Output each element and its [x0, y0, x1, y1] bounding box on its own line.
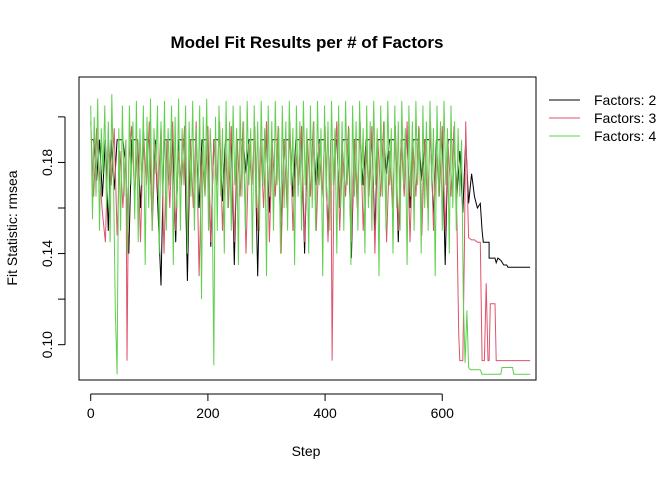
x-tick-label-0: 0 — [87, 405, 95, 421]
y-axis-label: Fit Statistic: rmsea — [4, 170, 20, 285]
x-axis-label: Step — [292, 443, 321, 459]
y-tick-label-4: 0.18 — [39, 149, 55, 176]
y-tick-label-0: 0.10 — [39, 331, 55, 358]
series-line-3 — [90, 94, 531, 375]
x-tick-label-2: 400 — [313, 405, 337, 421]
x-tick-label-1: 200 — [196, 405, 220, 421]
x-axis: 0 200 400 600 — [87, 393, 455, 421]
legend-label-1: Factors: 2 — [594, 92, 656, 108]
legend-label-3: Factors: 4 — [594, 128, 656, 144]
series-line-2 — [90, 121, 531, 362]
x-tick-label-3: 600 — [431, 405, 455, 421]
y-axis: 0.10 0.14 0.18 — [39, 116, 66, 358]
legend-label-2: Factors: 3 — [594, 110, 656, 126]
chart-title: Model Fit Results per # of Factors — [171, 33, 444, 52]
series-lines — [90, 94, 531, 375]
plot-frame — [78, 76, 537, 381]
legend: Factors: 2 Factors: 3 Factors: 4 — [549, 92, 656, 144]
y-tick-label-2: 0.14 — [39, 240, 55, 267]
